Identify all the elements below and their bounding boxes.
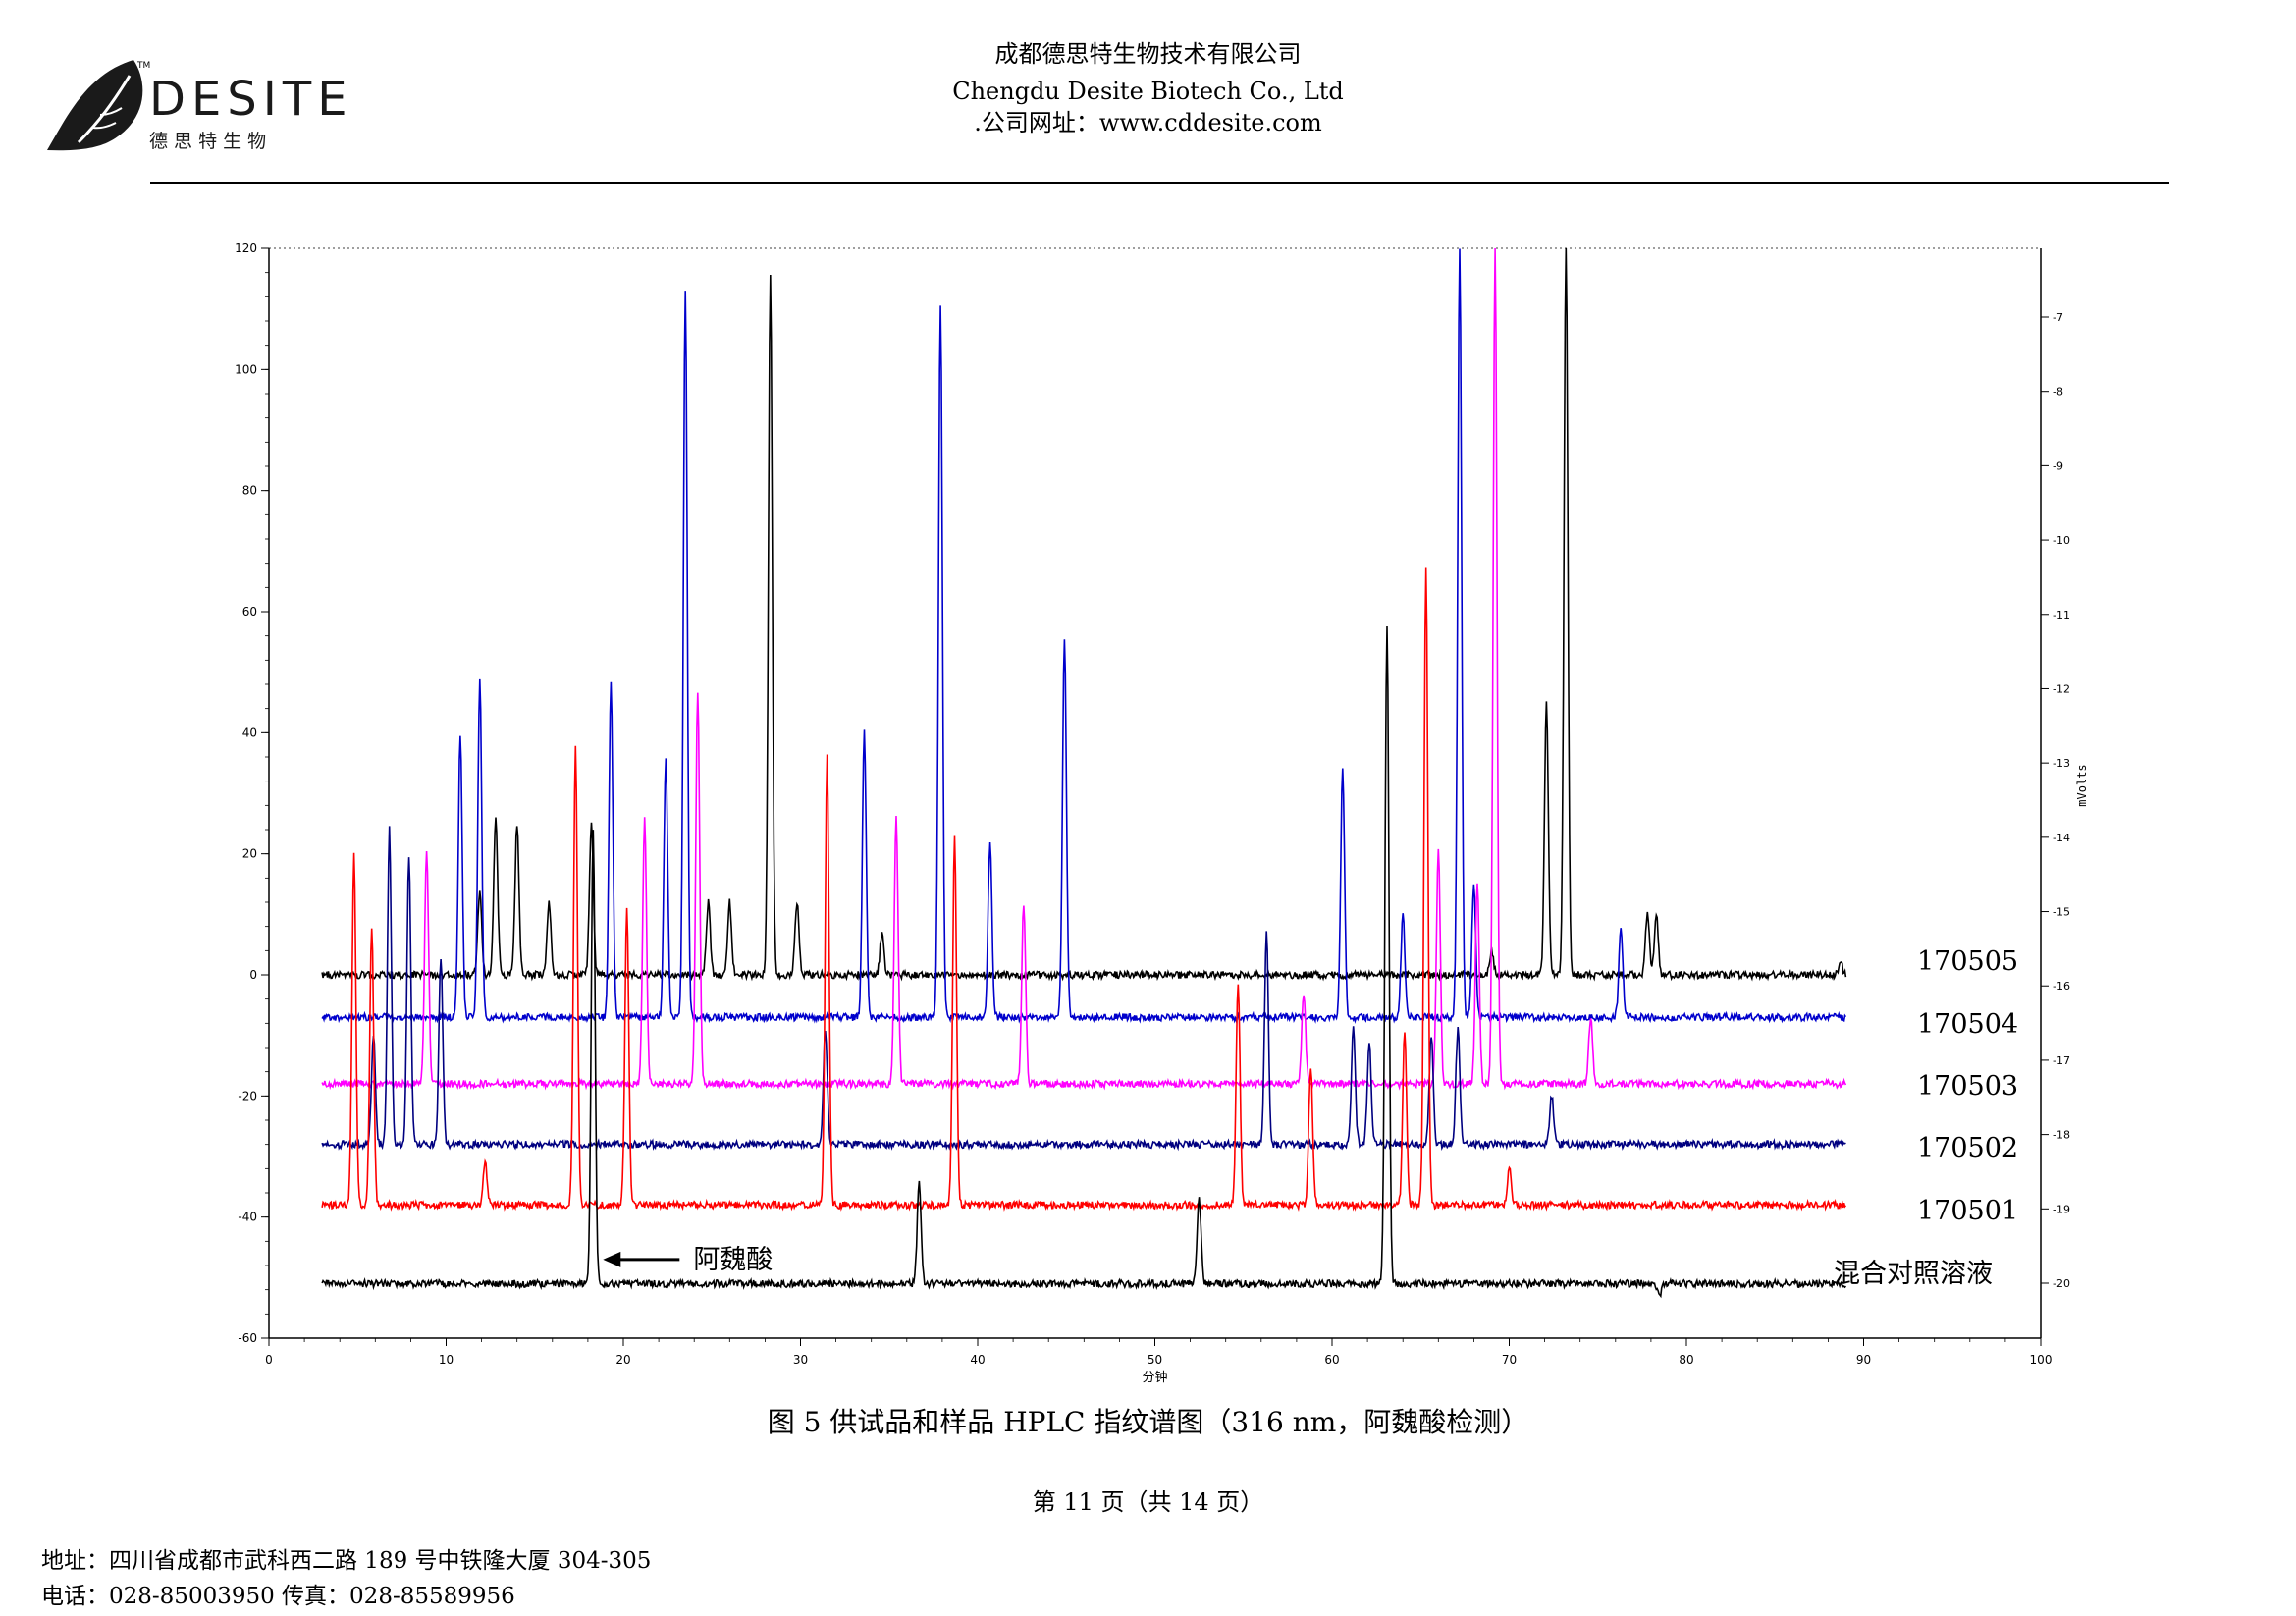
series-label-170503: 170503 [1917, 1071, 2018, 1102]
page-number: 第 11 页（共 14 页） [1032, 1488, 1264, 1516]
company-logo: TM DESITE 德 思 特 生 物 [47, 60, 353, 152]
trace-170503 [321, 247, 1847, 1091]
y-tick-label: 80 [242, 484, 257, 498]
chart-traces [321, 247, 1847, 1299]
logo-brand-text: DESITE [149, 72, 353, 127]
x-tick-label: 40 [970, 1353, 985, 1367]
leaf-logo-icon [47, 60, 143, 151]
x-tick-label: 80 [1679, 1353, 1693, 1367]
y-tick-label: 60 [242, 605, 257, 619]
right-y-tick-label: -20 [2053, 1277, 2070, 1290]
trace-170505 [321, 247, 1847, 982]
y-tick-label: 20 [242, 847, 257, 861]
right-y-axis-label: mVolts [2075, 764, 2089, 806]
right-y-tick-label: -13 [2053, 757, 2070, 770]
company-name-en: Chengdu Desite Biotech Co., Ltd [952, 78, 1344, 105]
y-tick-label: 100 [235, 362, 257, 376]
trace-混合对照溶液 [321, 625, 1847, 1299]
right-y-tick-label: -11 [2053, 609, 2070, 621]
y-tick-label: 0 [249, 968, 257, 982]
x-tick-label: 10 [439, 1353, 454, 1367]
x-tick-label: 70 [1502, 1353, 1517, 1367]
right-y-tick-label: -14 [2053, 832, 2070, 844]
footer-phone-fax: 电话：028-85003950 传真：028-85589956 [41, 1584, 515, 1609]
x-tick-label: 50 [1148, 1353, 1162, 1367]
series-label-170505: 170505 [1917, 946, 2018, 977]
annotation-arrow-head [603, 1251, 621, 1267]
chart-labels: 170505 170504 170503 170502 170501 混合对照溶液 阿魏酸 [603, 946, 2018, 1289]
y-tick-label: -20 [238, 1089, 257, 1103]
x-axis-label: 分钟 [1142, 1370, 1167, 1385]
company-website: .公司网址：www.cddesite.com [974, 109, 1322, 136]
trace-170502 [321, 826, 1846, 1152]
right-y-tick-label: -19 [2053, 1203, 2070, 1215]
y-tick-label: 120 [235, 242, 257, 255]
right-y-tick-label: -12 [2053, 682, 2070, 695]
series-label-170501: 170501 [1917, 1196, 2018, 1226]
figure-caption: 图 5 供试品和样品 HPLC 指纹谱图（316 nm，阿魏酸检测） [767, 1406, 1529, 1438]
company-name-cn: 成都德思特生物技术有限公司 [994, 40, 1302, 68]
y-tick-label: -60 [238, 1331, 257, 1345]
x-tick-label: 20 [615, 1353, 630, 1367]
series-label-170502: 170502 [1917, 1133, 2018, 1163]
x-tick-label: 90 [1856, 1353, 1871, 1367]
chart-axes: 0 10 20 30 40 50 60 70 80 90 100 分钟 -60 -40 -20 0 20 40 60… [235, 242, 2089, 1385]
y-tick-label: 40 [242, 726, 257, 739]
annotation-label: 阿魏酸 [693, 1245, 773, 1275]
y-tick-label: -40 [238, 1211, 257, 1224]
right-y-tick-label: -16 [2053, 980, 2070, 993]
header-divider [150, 182, 2169, 184]
series-label-170504: 170504 [1917, 1009, 2018, 1040]
right-y-tick-label: -17 [2053, 1054, 2070, 1067]
series-label-混合对照溶液: 混合对照溶液 [1834, 1259, 1993, 1289]
x-tick-label: 60 [1324, 1353, 1339, 1367]
x-tick-label: 100 [2030, 1353, 2053, 1367]
logo-trademark: TM [136, 61, 150, 71]
logo-brand-cn: 德 思 特 生 物 [149, 131, 266, 152]
right-y-tick-label: -18 [2053, 1129, 2070, 1142]
right-y-tick-label: -8 [2053, 386, 2063, 399]
x-tick-label: 0 [265, 1353, 273, 1367]
right-y-tick-label: -10 [2053, 534, 2070, 547]
trace-170501 [321, 567, 1847, 1212]
footer-address: 地址：四川省成都市武科西二路 189 号中铁隆大厦 304-305 [41, 1548, 652, 1574]
right-y-tick-label: -15 [2053, 906, 2070, 919]
right-y-tick-label: -7 [2053, 311, 2063, 324]
right-y-tick-label: -9 [2053, 459, 2063, 472]
x-tick-label: 30 [793, 1353, 808, 1367]
trace-170504 [321, 248, 1847, 1024]
